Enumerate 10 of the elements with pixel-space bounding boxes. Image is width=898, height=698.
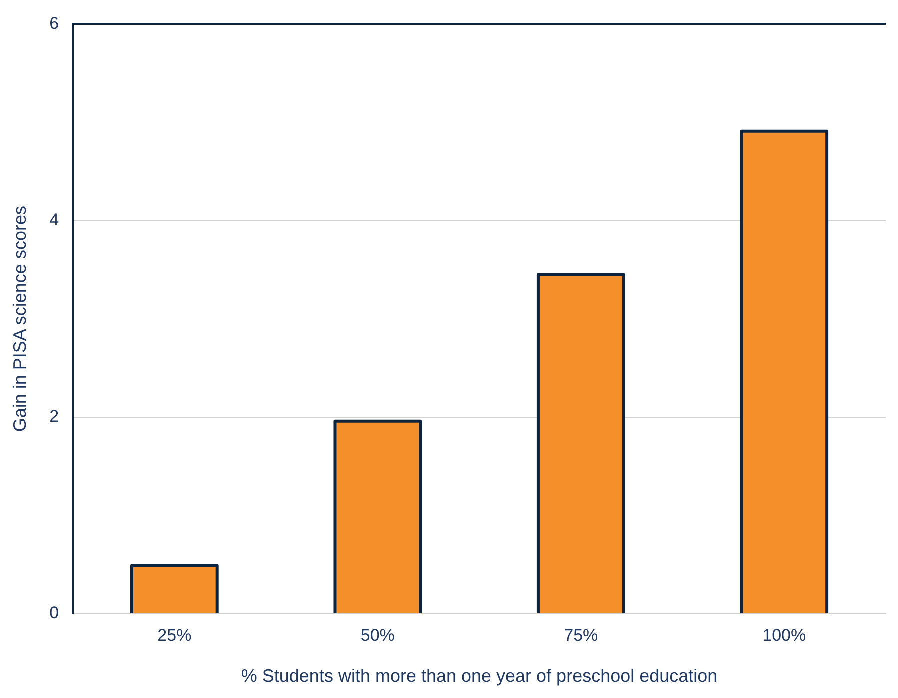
x-axis-title: % Students with more than one year of preschool education: [241, 666, 718, 686]
x-tick-label: 100%: [762, 626, 806, 645]
y-tick-label: 2: [50, 407, 60, 426]
y-axis-title: Gain in PISA science scores: [10, 206, 30, 432]
y-tick-label: 6: [50, 14, 60, 33]
y-tick-label: 4: [50, 210, 60, 230]
x-tick-label: 25%: [158, 626, 192, 645]
x-tick-label: 50%: [360, 626, 395, 645]
y-tick-label: 0: [50, 604, 60, 623]
x-tick-label: 75%: [564, 626, 598, 645]
